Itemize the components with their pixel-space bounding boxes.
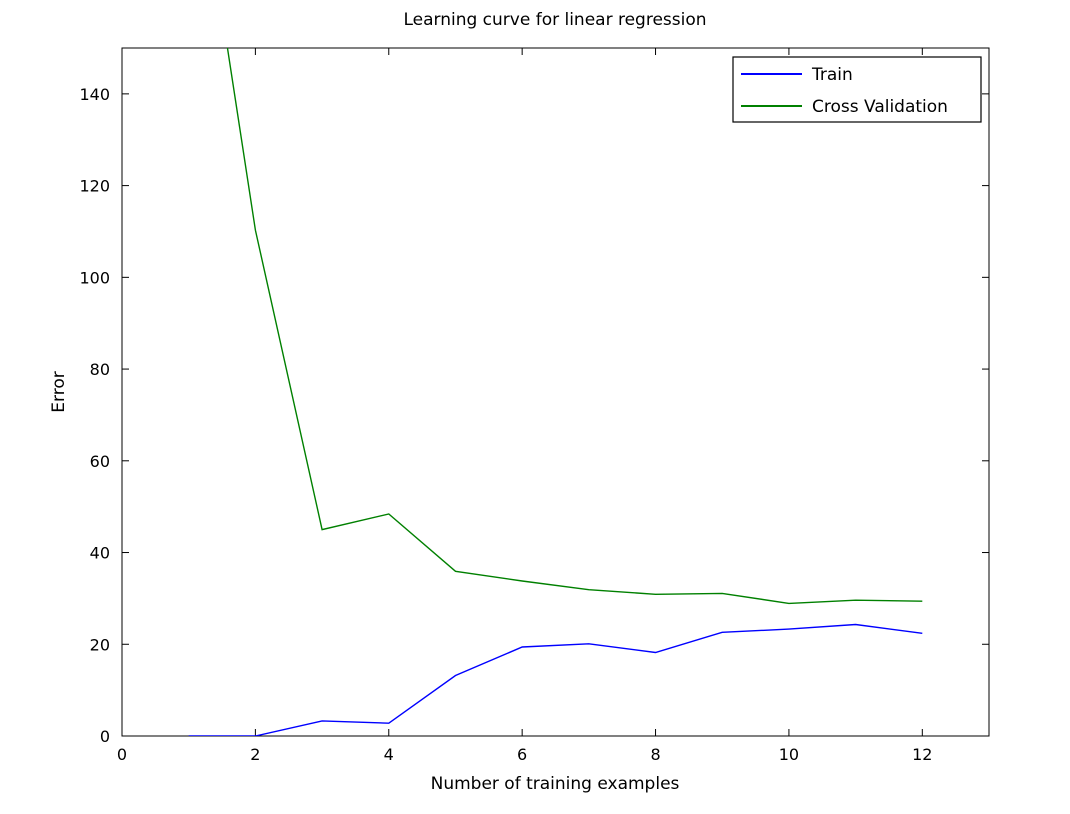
series-line-0 bbox=[188, 623, 923, 736]
y-tick-label: 100 bbox=[79, 268, 110, 287]
y-tick-label: 20 bbox=[90, 635, 110, 654]
y-tick-label: 120 bbox=[79, 177, 110, 196]
legend: Train Cross Validation bbox=[732, 56, 982, 123]
chart-title: Learning curve for linear regression bbox=[403, 10, 706, 30]
x-tick-label: 6 bbox=[517, 745, 527, 764]
y-tick-label: 60 bbox=[90, 452, 110, 471]
y-axis-label: Error bbox=[49, 371, 69, 412]
y-tick-label: 40 bbox=[90, 544, 110, 563]
legend-box bbox=[732, 56, 982, 123]
x-axis-label: Number of training examples bbox=[431, 774, 680, 794]
series-lines bbox=[188, 48, 923, 736]
x-tick-label: 8 bbox=[650, 745, 660, 764]
y-tick-label: 140 bbox=[79, 85, 110, 104]
plot-area-frame bbox=[121, 47, 990, 737]
y-tick-label: 0 bbox=[100, 727, 110, 746]
x-tick-label: 0 bbox=[117, 745, 127, 764]
x-tick-label: 10 bbox=[779, 745, 799, 764]
y-tick-label: 80 bbox=[90, 360, 110, 379]
x-tick-label: 2 bbox=[250, 745, 260, 764]
x-tick-label: 12 bbox=[912, 745, 932, 764]
series-line-1 bbox=[226, 48, 923, 605]
legend-label-1: Cross Validation bbox=[812, 97, 948, 117]
legend-label-0: Train bbox=[811, 65, 853, 85]
x-tick-label: 4 bbox=[384, 745, 394, 764]
